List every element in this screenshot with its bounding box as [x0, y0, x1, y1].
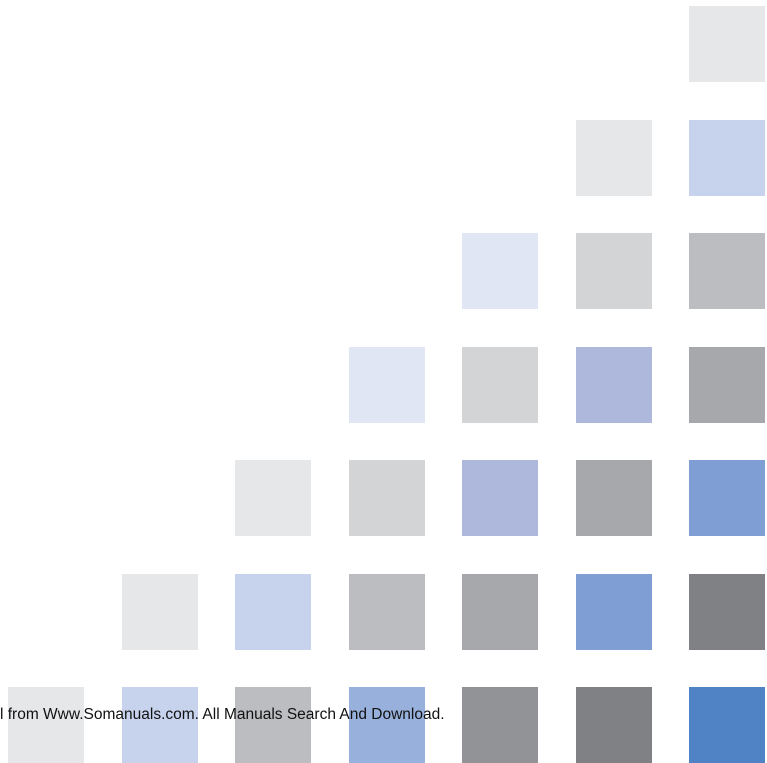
mosaic-tile	[349, 687, 425, 763]
mosaic-tile	[689, 460, 765, 536]
mosaic-tile	[576, 233, 652, 309]
mosaic-tile	[122, 687, 198, 763]
mosaic-tile	[576, 574, 652, 650]
mosaic-tile	[462, 460, 538, 536]
mosaic-tile	[349, 347, 425, 423]
mosaic-tile	[235, 574, 311, 650]
mosaic-tile	[689, 687, 765, 763]
mosaic-tile	[235, 460, 311, 536]
mosaic-tile	[689, 347, 765, 423]
mosaic-tile	[576, 120, 652, 196]
mosaic-tile	[462, 574, 538, 650]
mosaic-tile	[689, 574, 765, 650]
mosaic-tile	[122, 574, 198, 650]
mosaic-tile	[349, 460, 425, 536]
mosaic-tile	[576, 460, 652, 536]
mosaic-tile	[462, 687, 538, 763]
mosaic-tile	[349, 574, 425, 650]
mosaic-tile	[689, 6, 765, 82]
mosaic-tile	[689, 233, 765, 309]
footer-download-notice: l from Www.Somanuals.com. All Manuals Se…	[0, 706, 445, 723]
mosaic-tile	[576, 347, 652, 423]
mosaic-tile	[462, 347, 538, 423]
mosaic-tile	[462, 233, 538, 309]
mosaic-tile	[235, 687, 311, 763]
mosaic-tile	[689, 120, 765, 196]
mosaic-tile	[576, 687, 652, 763]
mosaic-tile	[8, 687, 84, 763]
